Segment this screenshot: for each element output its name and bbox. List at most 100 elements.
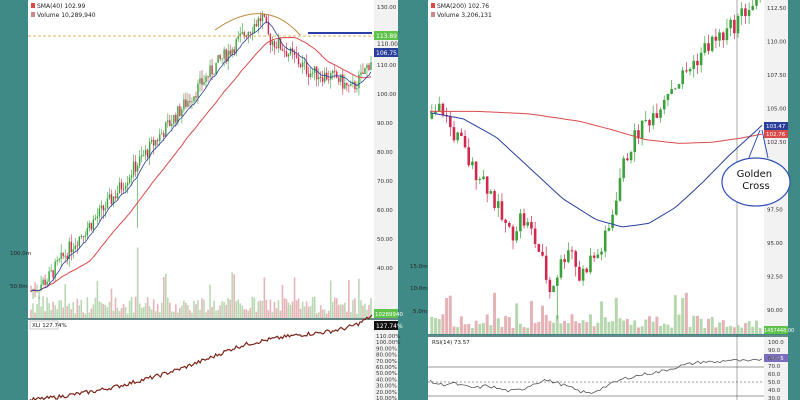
left-volume-bar: [257, 301, 260, 318]
right-candle-body: [448, 116, 452, 128]
left-volume-bar: [164, 273, 167, 318]
right-volume-bar: [504, 316, 508, 334]
left-candle-body: [356, 88, 358, 90]
right-volume-bar: [729, 325, 733, 334]
left-candle-body: [233, 49, 235, 54]
right-volume-bar: [482, 323, 485, 334]
right-volume-bar: [544, 314, 548, 334]
right-volume-bar: [636, 327, 640, 334]
left-volume-bar: [358, 278, 360, 318]
left-candle-body: [368, 64, 370, 70]
left-candle-body: [58, 259, 60, 261]
left-candle-body: [159, 134, 161, 142]
left-candle-body: [275, 47, 278, 49]
left-candle-body: [207, 76, 209, 78]
left-candle-body: [124, 185, 127, 190]
right-price-tick-3: 105.00: [767, 107, 787, 113]
left-volume-bar: [68, 303, 71, 318]
right-candle-body: [696, 60, 699, 66]
right-volume-bar: [485, 314, 489, 334]
left-candle-body: [138, 156, 141, 166]
left-volume-bar: [62, 307, 64, 318]
right-volume-bar: [570, 314, 574, 334]
right-volume-bar: [710, 316, 714, 334]
right-candle-body: [618, 178, 622, 201]
right-price-tags: 103.47 102.76 1457448.00: [764, 122, 794, 334]
left-sub-tick-2: 90.00%: [376, 346, 397, 352]
left-volume-bar: [370, 298, 372, 318]
left-volume-bar: [48, 303, 50, 318]
left-candle-body: [297, 57, 300, 65]
left-volume-bar: [323, 309, 326, 318]
right-price-tick-7: 95.00: [767, 241, 783, 247]
left-volume-bar: [203, 299, 205, 318]
left-volume-bar: [46, 297, 48, 318]
left-volume-bar: [187, 305, 189, 318]
left-volume-bar: [120, 308, 123, 318]
right-volume-bar: [736, 325, 740, 334]
right-candle-body: [648, 120, 651, 126]
left-candle-body: [90, 223, 93, 230]
left-candle-body: [136, 165, 139, 172]
right-candle-body: [589, 255, 592, 273]
right-volume-bar: [533, 323, 537, 334]
left-candle-body: [295, 54, 298, 58]
right-candle-body: [434, 111, 437, 114]
right-candle-body: [751, 5, 755, 10]
left-candle-body: [120, 182, 123, 190]
left-volume-bar: [199, 309, 201, 318]
left-candle-body: [173, 114, 175, 124]
right-volume-bar: [467, 324, 471, 334]
left-price-tick-4: 90.00: [377, 121, 393, 127]
left-chart-panel[interactable]: SMA(40) 102.99 Volume 10,289,940 130.00 1…: [10, 0, 403, 400]
left-candle-body: [76, 245, 78, 247]
left-candle-body: [163, 133, 165, 137]
left-candle-body: [227, 50, 229, 62]
left-volume-bar: [235, 301, 238, 318]
right-volume-bar: [751, 326, 755, 334]
left-candle-body: [64, 255, 66, 257]
left-price-tick-5: 80.00: [377, 150, 393, 156]
right-candle-body: [733, 19, 736, 34]
left-volume-bar: [287, 302, 290, 318]
left-volume-bar: [50, 309, 52, 318]
left-candle-body: [319, 77, 322, 78]
right-volume-bar: [434, 317, 438, 334]
rsi-tick-7: 30.0: [768, 396, 781, 400]
right-volume-bar: [581, 320, 585, 334]
left-candle-body: [98, 208, 101, 217]
left-price-tags: 113.89 110.00 106.75 10289940: [374, 31, 403, 318]
right-candle-body: [600, 251, 603, 255]
left-candle-body: [217, 55, 219, 63]
left-volume-bar: [251, 296, 254, 318]
left-volume-bar: [259, 300, 262, 318]
right-candle-body: [644, 120, 648, 122]
left-volume-bar: [82, 312, 85, 318]
rsi-tag: 76.65: [768, 356, 784, 362]
right-volume-bar: [596, 322, 600, 334]
left-candle-body: [273, 41, 276, 48]
right-volume-bar: [673, 295, 677, 334]
right-price-tick-4: 102.50: [767, 140, 787, 146]
right-volume-bar: [611, 321, 615, 334]
right-candle-body: [633, 130, 637, 153]
left-candle-body: [205, 76, 207, 83]
left-candle-body: [56, 260, 58, 262]
right-candle-body: [437, 103, 441, 112]
left-candle-body: [303, 61, 306, 63]
right-candle-body: [592, 255, 596, 258]
left-volume-bar: [114, 297, 117, 318]
left-volume-bar: [273, 301, 276, 318]
left-volume-bar: [348, 280, 350, 318]
left-candle-body: [293, 51, 296, 55]
left-volume-bar: [291, 301, 294, 318]
right-chart-panel[interactable]: SMA(200) 102.76 Volume 3,206,131 112.50 1…: [410, 0, 794, 400]
right-volume-bar: [644, 319, 648, 334]
left-candle-body: [68, 241, 70, 260]
right-volume-bar: [695, 315, 699, 334]
left-volume-bar: [150, 309, 153, 318]
left-volume-bar: [32, 303, 34, 318]
right-candle-body: [504, 219, 507, 223]
left-candle-body: [171, 123, 173, 127]
left-candle-body: [215, 62, 217, 74]
